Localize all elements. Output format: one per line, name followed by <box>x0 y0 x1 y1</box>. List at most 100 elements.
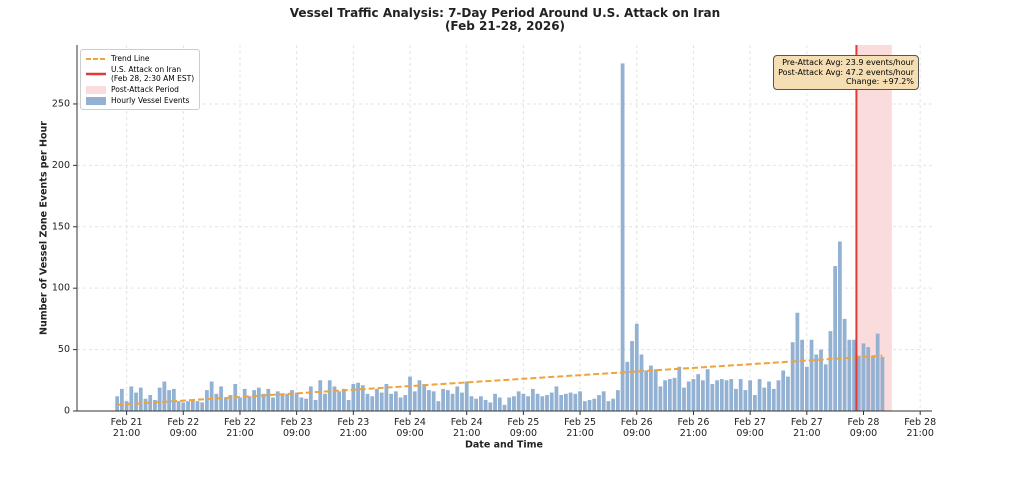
bar <box>738 379 743 411</box>
bar <box>478 396 483 411</box>
bar <box>129 386 134 411</box>
bar <box>587 399 592 411</box>
bar <box>800 339 804 411</box>
bar <box>767 381 771 411</box>
bar <box>701 380 705 411</box>
bar <box>162 381 167 411</box>
y-tick-label: 100 <box>52 283 70 294</box>
legend-label: Post-Attack Period <box>111 85 179 94</box>
x-axis-label: Date and Time <box>465 440 543 451</box>
y-tick-label: 250 <box>52 98 70 109</box>
bar <box>804 366 809 411</box>
bar <box>493 393 497 411</box>
bar <box>304 398 308 411</box>
bar <box>252 390 257 411</box>
bar <box>384 383 389 411</box>
bar <box>856 355 861 411</box>
legend-item: Trend Line <box>86 54 194 63</box>
bar <box>634 323 639 411</box>
bar <box>686 381 691 411</box>
bar <box>422 383 427 411</box>
bar <box>119 388 124 411</box>
bar <box>450 393 455 411</box>
bar <box>842 318 847 411</box>
bar <box>658 386 663 411</box>
bar <box>469 396 474 411</box>
legend-item: Post-Attack Period <box>86 85 194 94</box>
bar <box>582 401 587 411</box>
bar <box>238 397 242 411</box>
bar <box>663 380 667 411</box>
bar <box>398 397 403 411</box>
bar <box>488 402 493 411</box>
bar <box>672 377 677 411</box>
bar <box>455 386 460 411</box>
bar <box>427 390 431 411</box>
bar <box>677 366 682 411</box>
bar <box>351 383 356 411</box>
bar <box>653 369 658 411</box>
legend-label: Trend Line <box>111 54 150 63</box>
bar <box>408 376 412 411</box>
bar <box>356 382 360 411</box>
bar <box>266 388 271 411</box>
bar <box>507 397 512 411</box>
bar <box>332 386 337 411</box>
bar <box>290 390 294 411</box>
bar <box>138 387 143 411</box>
bar <box>167 390 172 411</box>
bar <box>464 381 469 411</box>
bar <box>157 387 162 411</box>
x-tick-label: Feb 24 21:00 <box>450 417 483 439</box>
bar <box>318 380 323 411</box>
x-tick-label: Feb 25 09:00 <box>507 417 540 439</box>
bar <box>261 393 266 411</box>
bar <box>620 63 625 411</box>
bar <box>786 376 790 411</box>
bar <box>649 365 653 411</box>
bar <box>497 397 502 411</box>
bar <box>729 379 734 411</box>
bar <box>564 393 568 411</box>
bar <box>667 379 672 411</box>
bar <box>554 386 559 411</box>
legend: Trend Line U.S. Attack on Iran (Feb 28, 2… <box>80 49 201 110</box>
bar <box>143 398 148 411</box>
x-tick-label: Feb 27 09:00 <box>734 417 767 439</box>
bar <box>871 355 875 411</box>
bar <box>743 390 748 411</box>
bar <box>294 392 299 411</box>
bar <box>445 390 450 411</box>
bar <box>606 401 611 411</box>
legend-swatch <box>86 57 106 60</box>
bar <box>181 402 186 411</box>
bar <box>734 388 738 411</box>
bar <box>615 390 620 411</box>
bar <box>370 396 375 411</box>
y-tick-label: 150 <box>52 221 70 232</box>
bar <box>625 361 630 411</box>
bar <box>214 393 219 411</box>
bar <box>327 380 332 411</box>
bar <box>833 266 838 411</box>
y-tick-label: 50 <box>58 344 70 355</box>
y-tick-label: 200 <box>52 160 70 171</box>
bar <box>710 383 715 411</box>
bar <box>866 347 871 411</box>
bar <box>403 395 408 411</box>
legend-item: U.S. Attack on Iran (Feb 28, 2:30 AM EST… <box>86 65 194 83</box>
bar <box>819 349 823 411</box>
bar <box>124 401 129 411</box>
chart-title: Vessel Traffic Analysis: 7-Day Period Ar… <box>289 6 721 33</box>
bar <box>578 391 582 411</box>
x-tick-label: Feb 21 21:00 <box>110 417 143 439</box>
bar <box>228 395 233 411</box>
x-tick-label: Feb 26 09:00 <box>620 417 653 439</box>
bar <box>724 380 729 411</box>
x-tick-label: Feb 22 21:00 <box>224 417 256 439</box>
bar <box>597 395 601 411</box>
bar <box>389 393 394 411</box>
bar <box>696 374 701 411</box>
bar <box>568 392 573 411</box>
bar <box>771 388 776 411</box>
